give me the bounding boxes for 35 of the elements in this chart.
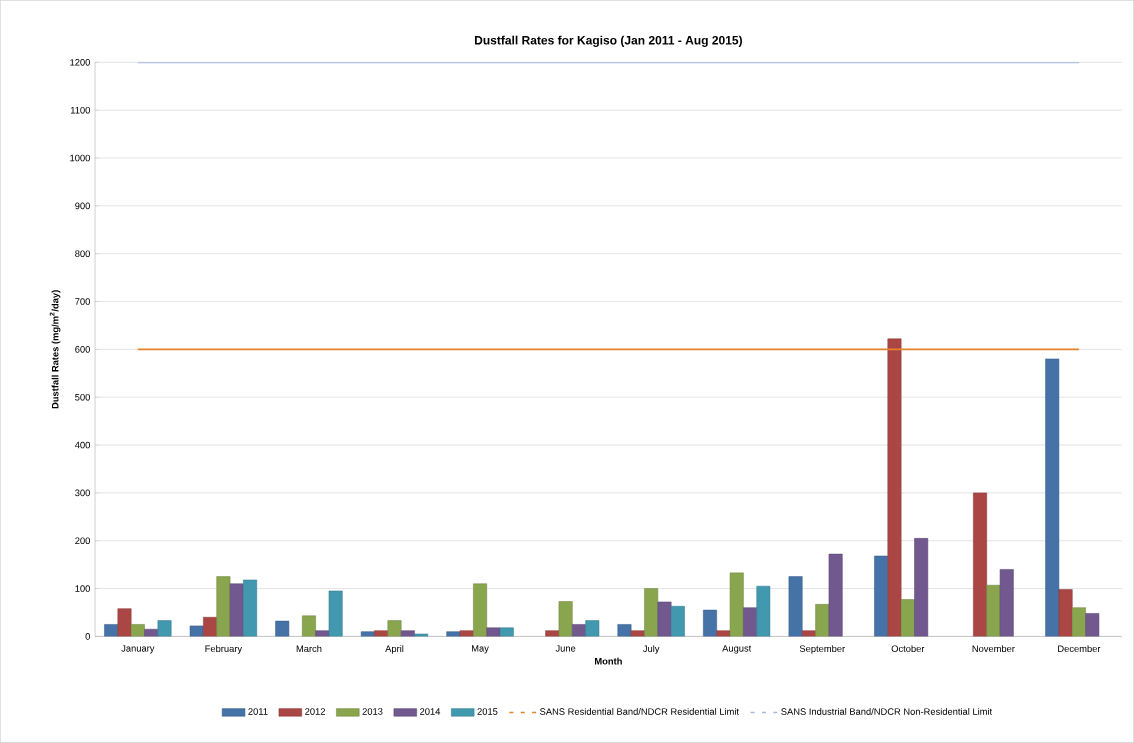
y-tick-label: 300	[75, 489, 90, 497]
x-tick-label: December	[1058, 645, 1101, 653]
x-tick-label: July	[643, 645, 660, 654]
y-tick-label: 600	[75, 346, 90, 353]
y-tick-label: 900	[75, 202, 90, 210]
legend-label: SANS Residential Band/NDCR Residential Limit	[540, 708, 739, 715]
x-tick-label: May	[472, 645, 489, 654]
y-axis-title: Dustfall Rates (mg/m$^{2}$/day)	[49, 290, 61, 409]
x-tick-label: September	[799, 645, 845, 654]
x-tick-label: October	[891, 645, 925, 653]
y-tick-label: 100	[75, 585, 90, 592]
legend-label: 2011	[248, 708, 268, 715]
y-tick-label: 800	[75, 250, 90, 258]
x-tick-label: January	[121, 645, 155, 654]
x-tick-label: June	[555, 645, 576, 652]
legend-label: SANS Industrial Band/NDCR Non-Residential Limit	[781, 708, 993, 715]
y-tick-label: 400	[74, 441, 90, 449]
y-tick-label: 0	[85, 633, 90, 640]
legend-label: 2014	[420, 708, 441, 715]
y-tick-label: 1100	[70, 106, 90, 114]
x-tick-label: November	[972, 645, 1015, 653]
y-tick-label: 500	[75, 394, 90, 401]
x-tick-label: April	[385, 645, 404, 654]
chart-title: Dustfall Rates for Kagiso (Jan 2011 - Aug 2015)	[474, 35, 742, 48]
x-tick-label: March	[296, 645, 322, 653]
legend-label: 2015	[477, 708, 498, 715]
x-tick-label: August	[722, 645, 752, 654]
x-axis-title: Month	[595, 657, 622, 665]
y-tick-label: 200	[75, 537, 90, 545]
y-tick-label: 1200	[70, 59, 90, 66]
y-tick-label: 1000	[70, 154, 90, 162]
legend-label: 2013	[362, 708, 383, 715]
y-tick-label: 700	[75, 298, 90, 305]
legend-label: 2012	[305, 708, 325, 715]
x-tick-label: February	[205, 645, 243, 654]
